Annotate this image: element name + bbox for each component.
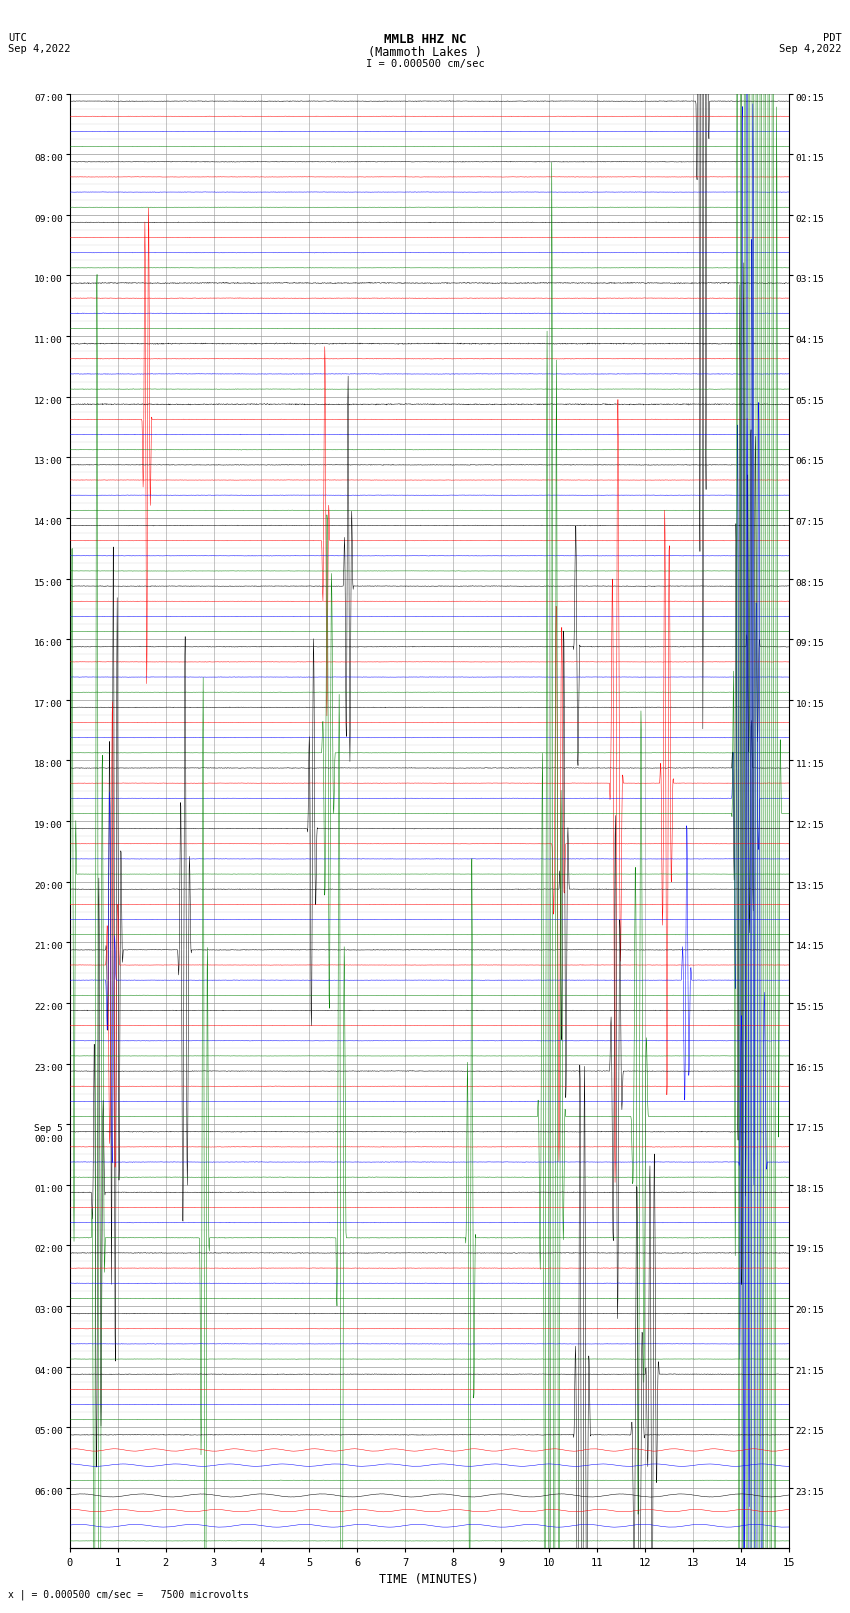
Text: UTC: UTC xyxy=(8,32,27,44)
Text: MMLB HHZ NC: MMLB HHZ NC xyxy=(383,32,467,47)
X-axis label: TIME (MINUTES): TIME (MINUTES) xyxy=(379,1573,479,1586)
Text: Sep 4,2022: Sep 4,2022 xyxy=(8,44,71,53)
Text: Sep 4,2022: Sep 4,2022 xyxy=(779,44,842,53)
Text: x | = 0.000500 cm/sec =   7500 microvolts: x | = 0.000500 cm/sec = 7500 microvolts xyxy=(8,1589,249,1600)
Text: I = 0.000500 cm/sec: I = 0.000500 cm/sec xyxy=(366,58,484,69)
Text: PDT: PDT xyxy=(823,32,842,44)
Text: (Mammoth Lakes ): (Mammoth Lakes ) xyxy=(368,45,482,60)
